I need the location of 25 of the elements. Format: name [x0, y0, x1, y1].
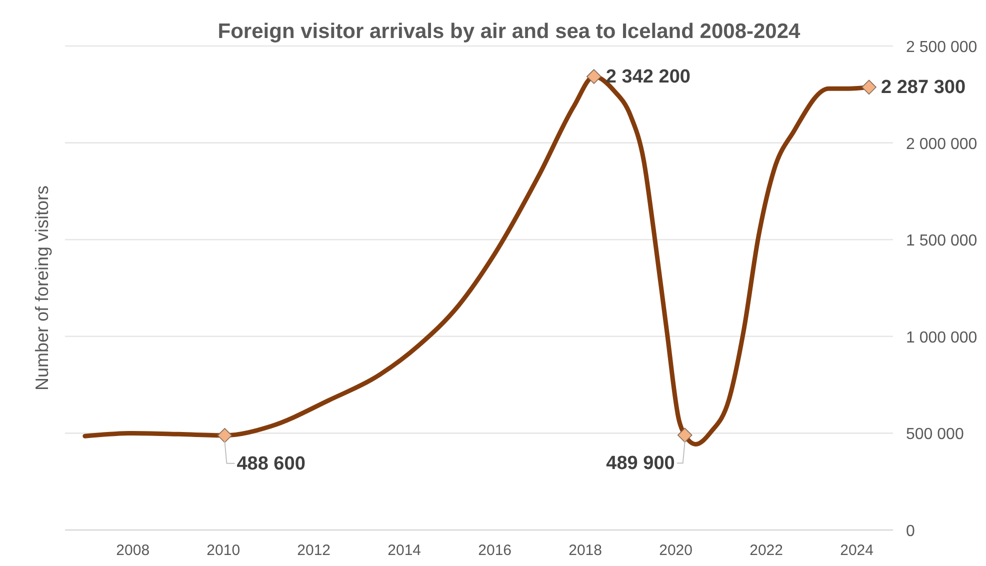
x-tick-label: 2018 [568, 542, 602, 559]
data-label: 2 342 200 [606, 66, 690, 88]
x-tick-label: 2012 [297, 542, 331, 559]
y-tick-label: 1 500 000 [906, 232, 978, 250]
point [586, 69, 602, 84]
y-tick-label: 2 500 000 [906, 39, 978, 56]
y-tick-label: 1 000 000 [906, 329, 978, 346]
data-label: 2 287 300 [881, 77, 966, 98]
x-tick-label: 2010 [206, 542, 240, 559]
y-axis-title: Number of foreing visitors [32, 185, 52, 391]
point [217, 428, 232, 443]
x-tick-label: 2016 [478, 542, 512, 559]
y-tick-label: 500 000 [906, 426, 964, 444]
point [862, 80, 876, 95]
x-tick-label: 2022 [750, 542, 783, 559]
x-tick-label: 2020 [659, 542, 693, 559]
data-label: 489 900 [606, 453, 675, 474]
point [677, 428, 692, 443]
y-tick-label: 2 000 000 [906, 136, 978, 153]
x-tick-label: 2014 [388, 542, 422, 559]
x-tick-label: 2024 [840, 542, 874, 559]
data-label: 488 600 [236, 453, 306, 474]
y-tick-label: 0 [906, 523, 915, 540]
chart-title: Foreign visitor arrivals by air and sea to Iceland 2008-2024 [218, 20, 801, 43]
x-tick-label: 2008 [116, 542, 150, 559]
